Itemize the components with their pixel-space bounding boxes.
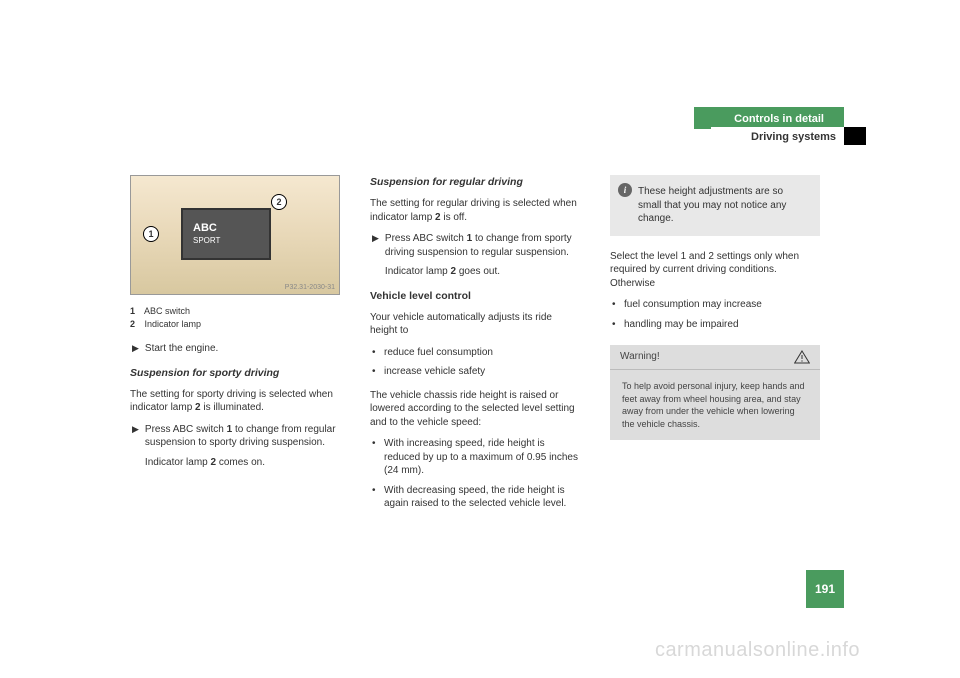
text: Press ABC switch [145,424,227,435]
text: is illuminated. [201,402,264,413]
text: The setting for regular driving is selec… [370,198,577,223]
list-item: With decreasing speed, the ride height i… [370,484,580,511]
column-2: Suspension for regular driving The setti… [370,175,580,521]
vlc-list-2: With increasing speed, ride height is re… [370,437,580,511]
p-chassis: The vehicle chassis ride height is raise… [370,389,580,430]
text: is off. [441,212,468,223]
screen-text-1: ABC [193,221,269,236]
action-arrow-icon: ▶ [132,342,139,356]
legend-text-2: Indicator lamp [145,319,202,329]
text: Press ABC switch [385,233,467,244]
info-note: i These height adjustments are so small … [610,175,820,236]
action-text: Press ABC switch 1 to change from regula… [145,423,340,450]
page-number: 191 [806,570,844,608]
list-item: With increasing speed, ride height is re… [370,437,580,478]
action-text: Start the engine. [145,342,218,356]
warning-header: Warning! [610,345,820,370]
p-sporty-intro: The setting for sporty driving is select… [130,388,340,415]
section-sporty-title: Suspension for sporty driving [130,366,340,380]
figure-legend: 1 ABC switch 2 Indicator lamp [130,305,340,330]
abc-screen: ABC SPORT [181,208,271,260]
warning-triangle-icon [794,350,810,364]
info-text: These height adjustments are so small th… [638,186,786,224]
action-start-engine: ▶ Start the engine. [130,342,340,356]
action-press-regular: ▶ Press ABC switch 1 to change from spor… [370,232,580,279]
section-tab: Driving systems [711,127,844,147]
p-regular-intro: The setting for regular driving is selec… [370,197,580,224]
screen-text-2: SPORT [193,236,269,247]
list-item: increase vehicle safety [370,365,580,379]
text: Indicator lamp [385,266,451,277]
manual-page: Controls in detail Driving systems ABC S… [0,0,960,678]
list-item: handling may be impaired [610,318,820,332]
legend-text-1: ABC switch [144,306,190,316]
legend-num-1: 1 [130,305,142,317]
action-result: Indicator lamp 2 comes on. [145,456,340,470]
action-result: Indicator lamp 2 goes out. [385,265,580,279]
chapter-tab: Controls in detail [694,107,844,129]
p-vlc-intro: Your vehicle automatically adjusts its r… [370,311,580,338]
callout-2: 2 [271,194,287,210]
legend-num-2: 2 [130,318,142,330]
watermark: carmanualsonline.info [655,639,860,662]
otherwise-list: fuel consumption may increase handling m… [610,298,820,331]
text: goes out. [456,266,500,277]
text: comes on. [216,457,265,468]
warning-box: Warning! To help avoid personal injury, … [610,345,820,440]
action-arrow-icon: ▶ [372,232,379,279]
list-item: reduce fuel consumption [370,346,580,360]
text: Indicator lamp [145,457,211,468]
dashboard-figure: ABC SPORT 1 2 P32.31-2030-31 [130,175,340,295]
section-regular-title: Suspension for regular driving [370,175,580,189]
list-item: fuel consumption may increase [610,298,820,312]
column-1: ABC SPORT 1 2 P32.31-2030-31 1 ABC switc… [130,175,340,479]
figure-code: P32.31-2030-31 [285,283,335,292]
warning-body: To help avoid personal injury, keep hand… [610,370,820,440]
action-text: Press ABC switch 1 to change from sporty… [385,232,580,259]
info-icon: i [618,183,632,197]
p-select-levels: Select the level 1 and 2 settings only w… [610,250,820,291]
action-arrow-icon: ▶ [132,423,139,470]
vlc-list-1: reduce fuel consumption increase vehicle… [370,346,580,379]
warning-title: Warning! [620,350,660,364]
callout-1: 1 [143,226,159,242]
action-press-sporty: ▶ Press ABC switch 1 to change from regu… [130,423,340,470]
column-3: i These height adjustments are so small … [610,175,820,440]
heading-vlc: Vehicle level control [370,289,580,303]
